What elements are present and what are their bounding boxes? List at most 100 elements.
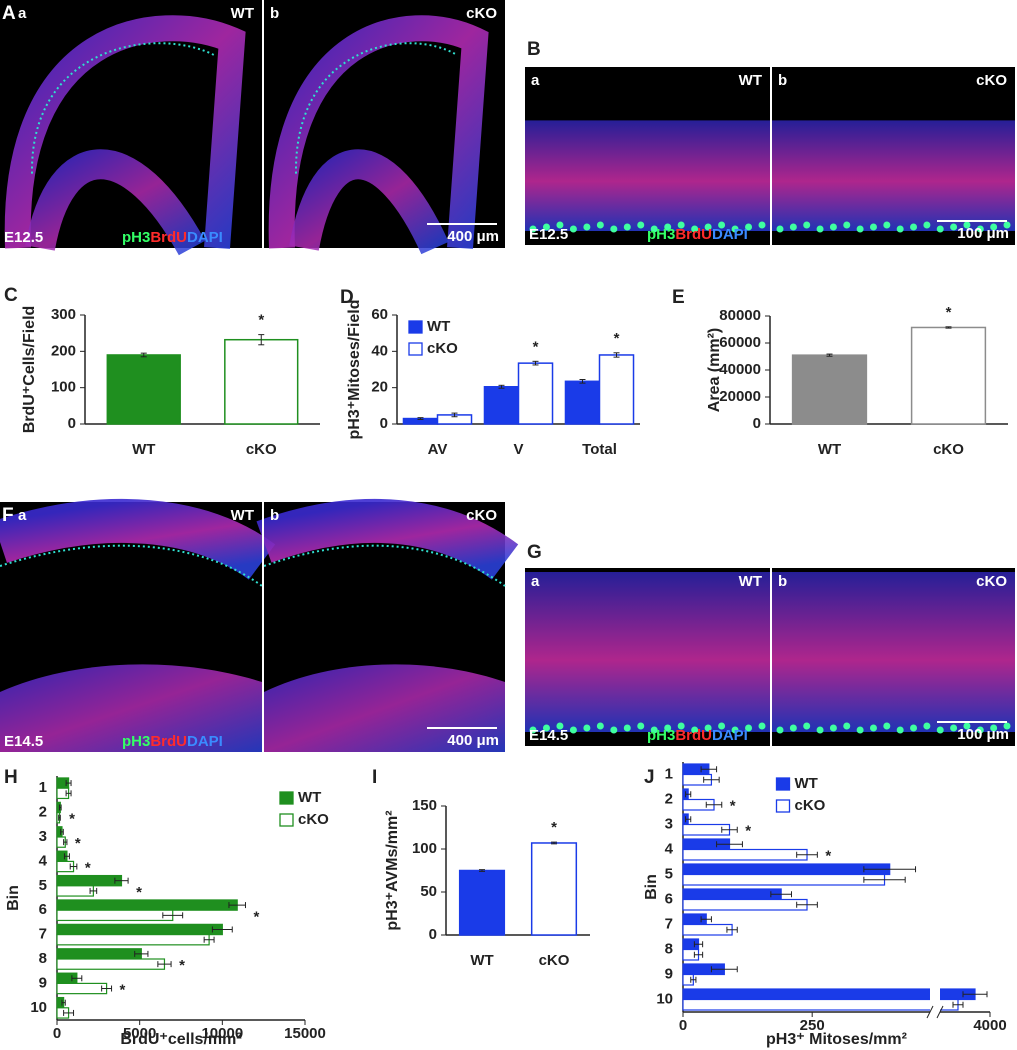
stain-name: BrdU	[675, 727, 712, 744]
significance-mark: *	[745, 823, 751, 840]
cell	[976, 726, 984, 734]
x-tick-label: 10000	[201, 1025, 243, 1042]
subpanel-letter: a	[18, 507, 27, 524]
cell	[637, 221, 645, 229]
legend-label: WT	[427, 318, 450, 335]
significance-mark: *	[258, 312, 264, 329]
bar	[598, 354, 635, 425]
cell	[843, 221, 851, 229]
legend-label: WT	[298, 789, 321, 806]
error-bar	[952, 1001, 964, 1008]
scale-label: 400 μm	[447, 732, 499, 749]
cell	[896, 726, 904, 734]
error-bar	[613, 352, 620, 358]
ventricle-lining	[0, 544, 263, 587]
cell	[583, 223, 591, 231]
stain-name: BrdU	[150, 733, 187, 750]
error-bar	[796, 851, 818, 858]
cell	[758, 221, 766, 229]
cell	[569, 225, 577, 233]
cell	[529, 225, 537, 233]
error-bar	[63, 1009, 75, 1016]
scale-label: 100 μm	[957, 726, 1009, 743]
category-label: 2	[39, 804, 47, 821]
cell	[963, 722, 971, 730]
bar	[517, 362, 554, 425]
legend-swatch	[279, 813, 294, 827]
cell	[976, 225, 984, 233]
error-bar	[451, 412, 458, 418]
significance-mark: *	[120, 981, 126, 998]
x-tick-label: 0	[679, 1017, 687, 1034]
error-bar	[89, 887, 98, 894]
cell	[677, 722, 685, 730]
cell	[677, 221, 685, 229]
cell	[776, 726, 784, 734]
ventricle-lining	[263, 544, 506, 587]
cell	[596, 722, 604, 730]
cell	[856, 726, 864, 734]
cell	[789, 223, 797, 231]
cell	[610, 225, 618, 233]
y-tick-label: 150	[412, 797, 437, 814]
y-tick-label: 80000	[719, 307, 761, 324]
significance-mark: *	[179, 957, 185, 974]
bar	[56, 923, 223, 936]
stage-label: E14.5	[529, 727, 568, 744]
cell	[963, 221, 971, 229]
genotype-label: WT	[231, 507, 254, 524]
cell	[936, 726, 944, 734]
error-bar	[63, 839, 68, 846]
cell	[816, 726, 824, 734]
y-tick-label: 100	[51, 379, 76, 396]
bar	[682, 848, 808, 861]
y-tick-label: 20000	[719, 388, 761, 405]
error-bar	[498, 384, 505, 389]
cell	[542, 223, 550, 231]
cell	[1003, 722, 1011, 730]
error-bar	[134, 950, 149, 957]
tissue	[256, 498, 519, 580]
cell	[650, 225, 658, 233]
axis-title: Bin	[643, 874, 660, 900]
axis-title: BrdU⁺Cells/Field	[21, 306, 38, 434]
tissue	[25, 149, 206, 256]
axis-title: pH3⁺Mitoses/Field	[346, 299, 363, 439]
bar	[56, 958, 166, 970]
cell	[776, 225, 784, 233]
error-bar	[703, 776, 720, 783]
category-label: 9	[665, 965, 673, 982]
cell	[691, 726, 699, 734]
cell	[950, 724, 958, 732]
significance-mark: *	[946, 304, 952, 321]
category-label: 4	[665, 840, 674, 857]
cell	[829, 223, 837, 231]
significance-mark: *	[730, 798, 736, 815]
error-bar	[770, 891, 793, 898]
stain-name: BrdU	[675, 226, 712, 243]
cell	[745, 724, 753, 732]
panel-letter: A	[2, 3, 16, 24]
stain-name: DAPI	[187, 733, 223, 750]
bar	[458, 869, 506, 936]
error-bar	[65, 780, 72, 787]
panel-letter: D	[340, 287, 354, 308]
genotype-label: WT	[739, 72, 762, 89]
category-label: 4	[39, 852, 48, 869]
bar	[56, 899, 238, 911]
category-label: 7	[39, 926, 47, 943]
error-bar	[700, 766, 718, 773]
cell	[758, 722, 766, 730]
error-bar	[693, 951, 704, 958]
stain-name: pH3	[647, 727, 675, 744]
significance-mark: *	[253, 908, 259, 925]
error-bar	[258, 334, 265, 346]
micrograph: a WT b cKO E12.5 pH3BrdUDAPI 400 μm	[0, 0, 505, 256]
x-tick-label: 4000	[973, 1017, 1006, 1034]
category-label: 2	[665, 790, 673, 807]
significance-mark: *	[533, 338, 539, 355]
significance-mark: *	[614, 330, 620, 347]
y-tick-label: 60	[371, 306, 388, 323]
y-tick-label: 40000	[719, 361, 761, 378]
